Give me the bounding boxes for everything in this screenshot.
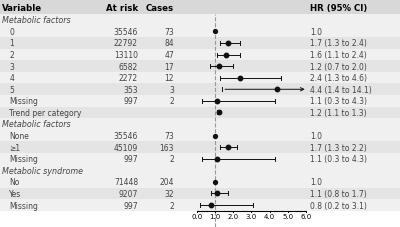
Text: 1.0: 1.0: [310, 28, 322, 37]
Text: 5.0: 5.0: [282, 213, 293, 219]
FancyBboxPatch shape: [0, 165, 400, 176]
Text: ≥1: ≥1: [9, 143, 20, 152]
Text: 1.0: 1.0: [209, 213, 221, 219]
Text: 0: 0: [9, 28, 14, 37]
Text: Metabolic factors: Metabolic factors: [2, 120, 71, 129]
FancyBboxPatch shape: [0, 107, 400, 119]
Text: 2.4 (1.3 to 4.6): 2.4 (1.3 to 4.6): [310, 74, 367, 83]
FancyBboxPatch shape: [0, 38, 400, 49]
Text: 3.0: 3.0: [246, 213, 257, 219]
Text: 17: 17: [164, 62, 174, 71]
Text: 2: 2: [9, 51, 14, 60]
Text: Missing: Missing: [9, 97, 38, 106]
Text: Metabolic factors: Metabolic factors: [2, 16, 71, 25]
Text: 0.8 (0.2 to 3.1): 0.8 (0.2 to 3.1): [310, 201, 367, 210]
Text: 32: 32: [164, 189, 174, 198]
Text: 1.1 (0.8 to 1.7): 1.1 (0.8 to 1.7): [310, 189, 367, 198]
Text: 997: 997: [123, 155, 138, 163]
Text: 1.0: 1.0: [310, 131, 322, 141]
Text: Trend per category: Trend per category: [9, 109, 82, 117]
Text: 3: 3: [169, 85, 174, 94]
Text: 73: 73: [164, 28, 174, 37]
Text: Yes: Yes: [9, 189, 22, 198]
Text: None: None: [9, 131, 29, 141]
Text: No: No: [9, 178, 20, 187]
Text: 6582: 6582: [119, 62, 138, 71]
FancyBboxPatch shape: [0, 119, 400, 130]
FancyBboxPatch shape: [0, 176, 400, 188]
FancyBboxPatch shape: [0, 188, 400, 199]
Text: 204: 204: [160, 178, 174, 187]
Text: 1.1 (0.3 to 4.3): 1.1 (0.3 to 4.3): [310, 155, 367, 163]
Text: 1: 1: [9, 39, 14, 48]
Text: 2.0: 2.0: [228, 213, 239, 219]
FancyBboxPatch shape: [0, 73, 400, 84]
Text: Cases: Cases: [146, 4, 174, 13]
Text: 9207: 9207: [119, 189, 138, 198]
Text: 3: 3: [9, 62, 14, 71]
Text: 35546: 35546: [114, 28, 138, 37]
Text: 1.7 (1.3 to 2.4): 1.7 (1.3 to 2.4): [310, 39, 367, 48]
FancyBboxPatch shape: [0, 96, 400, 107]
Text: 13110: 13110: [114, 51, 138, 60]
Text: Missing: Missing: [9, 201, 38, 210]
FancyBboxPatch shape: [0, 0, 400, 15]
Text: Missing: Missing: [9, 155, 38, 163]
Text: 1.7 (1.3 to 2.2): 1.7 (1.3 to 2.2): [310, 143, 367, 152]
FancyBboxPatch shape: [0, 130, 400, 142]
FancyBboxPatch shape: [0, 142, 400, 153]
Text: 1.2 (1.1 to 1.3): 1.2 (1.1 to 1.3): [310, 109, 367, 117]
Text: 4.0: 4.0: [264, 213, 275, 219]
FancyBboxPatch shape: [0, 61, 400, 73]
Text: HR (95% CI): HR (95% CI): [310, 4, 367, 13]
Text: Metabolic syndrome: Metabolic syndrome: [2, 166, 83, 175]
Text: 35546: 35546: [114, 131, 138, 141]
Text: 2: 2: [169, 201, 174, 210]
Text: 22792: 22792: [114, 39, 138, 48]
Text: 997: 997: [123, 201, 138, 210]
Text: 997: 997: [123, 97, 138, 106]
FancyBboxPatch shape: [0, 49, 400, 61]
Text: 0.0: 0.0: [191, 213, 202, 219]
Text: 2: 2: [169, 97, 174, 106]
Text: 47: 47: [164, 51, 174, 60]
Text: 1.2 (0.7 to 2.0): 1.2 (0.7 to 2.0): [310, 62, 367, 71]
FancyBboxPatch shape: [0, 153, 400, 165]
Text: Variable: Variable: [2, 4, 42, 13]
Text: 12: 12: [164, 74, 174, 83]
Text: 2: 2: [169, 155, 174, 163]
FancyBboxPatch shape: [0, 199, 400, 211]
FancyBboxPatch shape: [0, 15, 400, 27]
Text: 6.0: 6.0: [300, 213, 312, 219]
Text: 4: 4: [9, 74, 14, 83]
Text: 1.6 (1.1 to 2.4): 1.6 (1.1 to 2.4): [310, 51, 367, 60]
Text: 45109: 45109: [114, 143, 138, 152]
Text: 353: 353: [123, 85, 138, 94]
Text: 5: 5: [9, 85, 14, 94]
Text: 2272: 2272: [119, 74, 138, 83]
Text: 71448: 71448: [114, 178, 138, 187]
Text: 73: 73: [164, 131, 174, 141]
Text: 4.4 (1.4 to 14.1): 4.4 (1.4 to 14.1): [310, 85, 372, 94]
Text: 84: 84: [164, 39, 174, 48]
FancyBboxPatch shape: [0, 27, 400, 38]
Text: At risk: At risk: [106, 4, 138, 13]
Text: 1.0: 1.0: [310, 178, 322, 187]
Text: 163: 163: [160, 143, 174, 152]
Text: 1.1 (0.3 to 4.3): 1.1 (0.3 to 4.3): [310, 97, 367, 106]
FancyBboxPatch shape: [0, 84, 400, 96]
